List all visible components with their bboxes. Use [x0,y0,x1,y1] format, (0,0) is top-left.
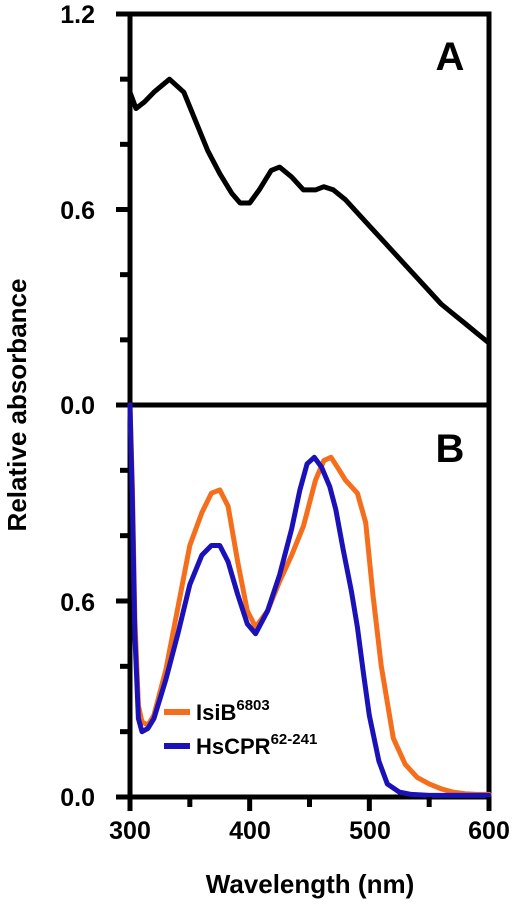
xtick-label-500: 500 [349,817,391,845]
xtick-label-300: 300 [109,817,151,845]
panel-a-ytick-label-0: 0.0 [60,392,95,420]
panel-b: 0.0 0.6 B IsiB6803 HsCPR62-241 [60,402,492,812]
y-axis-label: Relative absorbance [2,279,32,532]
panel-a-label: A [436,35,465,79]
x-axis-ticks [127,797,492,811]
xtick-label-600: 600 [468,817,510,845]
legend-hscpr-label: HsCPR62-241 [196,731,317,759]
x-axis-label: Wavelength (nm) [206,869,414,899]
panel-a-spectrum-line [127,76,492,346]
panel-b-ytick-label-0: 0.0 [60,784,95,812]
panel-a-ytick-label-2: 1.2 [60,1,95,29]
legend-isib-label: IsiB6803 [196,697,270,725]
panel-b-hscpr-line [127,402,492,798]
panel-a: 0.0 0.6 1.2 A [60,1,492,420]
panel-b-ytick-label-1: 0.6 [60,589,95,617]
xtick-label-400: 400 [229,817,271,845]
panel-b-label: B [436,427,465,471]
legend: IsiB6803 HsCPR62-241 [164,697,317,759]
panel-a-ytick-label-1: 0.6 [60,197,95,225]
